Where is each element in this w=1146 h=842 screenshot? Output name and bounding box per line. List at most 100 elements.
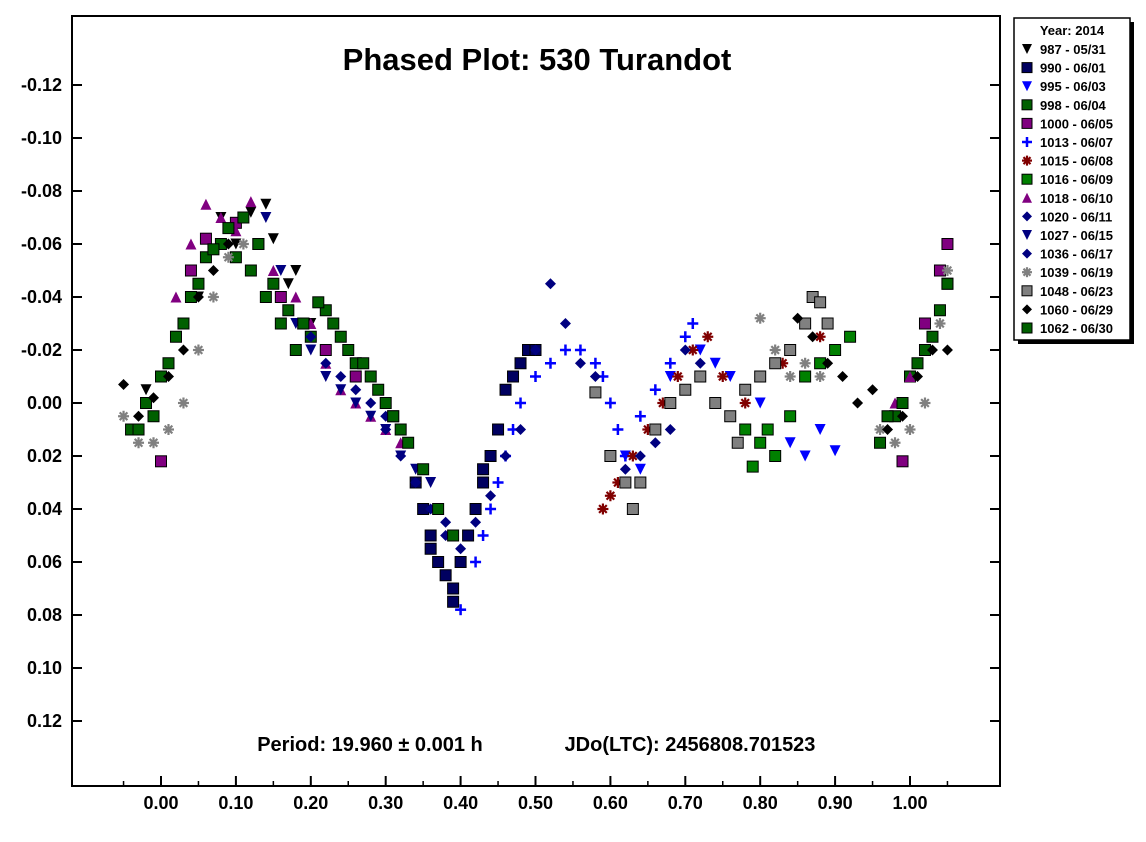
data-point	[148, 437, 160, 449]
y-tick-label: -0.12	[21, 75, 62, 95]
data-point	[799, 357, 811, 369]
series-14	[589, 291, 834, 515]
data-point	[589, 386, 602, 399]
chart-title: Phased Plot: 530 Turandot	[343, 42, 732, 77]
legend-marker	[1021, 322, 1033, 334]
legend-marker	[1022, 230, 1032, 240]
series-12	[305, 331, 601, 555]
data-point	[410, 477, 422, 488]
y-tick-label: 0.06	[27, 552, 62, 572]
data-point	[761, 423, 774, 436]
data-point	[896, 455, 909, 468]
data-point	[821, 317, 834, 330]
data-point	[709, 397, 722, 409]
data-point	[604, 490, 616, 502]
legend-marker	[1022, 304, 1032, 315]
data-point	[664, 424, 676, 435]
legend-marker	[1022, 267, 1032, 278]
data-point	[207, 291, 219, 303]
data-point	[837, 371, 849, 382]
data-point	[941, 277, 954, 290]
legend-title: Year: 2014	[1040, 23, 1105, 38]
data-point	[687, 318, 699, 329]
data-point	[424, 529, 437, 542]
data-point	[574, 344, 586, 356]
data-point	[926, 344, 938, 356]
data-point	[769, 357, 782, 370]
data-point	[455, 543, 467, 555]
data-point	[799, 450, 811, 462]
legend-marker	[1022, 155, 1032, 166]
y-tick-label: 0.08	[27, 605, 62, 625]
legend-item-label: 995 - 06/03	[1040, 79, 1106, 94]
data-point	[342, 344, 355, 356]
data-point	[530, 371, 541, 382]
series-15	[118, 238, 953, 435]
data-point	[904, 424, 916, 435]
data-point	[515, 397, 527, 409]
data-point	[222, 251, 234, 263]
x-tick-label: 0.90	[818, 793, 853, 813]
data-point	[500, 450, 512, 462]
data-point	[319, 304, 332, 317]
data-point	[312, 296, 325, 309]
data-point	[147, 410, 160, 423]
data-point	[679, 331, 691, 343]
legend-item-label: 1018 - 06/10	[1040, 191, 1113, 206]
data-point	[904, 371, 916, 382]
data-point	[335, 371, 347, 382]
legend-item-label: 1039 - 06/19	[1040, 265, 1113, 280]
data-point	[387, 410, 400, 423]
data-point	[177, 344, 189, 356]
legend-item-label: 1062 - 06/30	[1040, 321, 1113, 336]
data-point	[634, 450, 646, 462]
period-annotation: Period: 19.960 ± 0.001 h	[257, 734, 483, 756]
data-point	[275, 265, 287, 276]
data-point	[739, 423, 752, 436]
data-point	[664, 371, 676, 382]
data-point	[335, 384, 347, 396]
data-point	[889, 437, 901, 449]
legend-item-label: 1060 - 06/29	[1040, 302, 1113, 317]
data-point	[425, 477, 437, 488]
data-point	[357, 357, 370, 370]
data-point	[424, 542, 437, 555]
data-point	[132, 423, 145, 436]
x-tick-label: 0.10	[218, 793, 253, 813]
series-16	[132, 211, 954, 542]
data-point	[380, 424, 392, 435]
data-point	[349, 370, 362, 383]
legend-item-label: 1015 - 06/08	[1040, 154, 1113, 169]
data-point	[365, 397, 377, 409]
data-point	[822, 357, 834, 369]
data-point	[484, 450, 497, 462]
data-point	[118, 410, 130, 422]
data-point	[731, 436, 744, 449]
data-point	[267, 265, 279, 276]
data-point	[507, 370, 520, 383]
data-point	[417, 463, 430, 476]
y-tick-label: 0.10	[27, 658, 62, 678]
data-point	[447, 595, 460, 608]
data-point	[626, 503, 639, 515]
data-point	[799, 370, 812, 383]
data-point	[334, 330, 347, 343]
data-point	[469, 503, 482, 515]
data-point	[185, 238, 197, 250]
data-point	[664, 397, 677, 409]
data-point	[597, 503, 609, 515]
x-axis: 0.00 0.10 0.20 0.30 0.40 0.50 0.60 0.70 0.80 0.90…	[122, 776, 949, 813]
data-point	[237, 238, 249, 250]
data-marks	[118, 196, 954, 616]
series-8	[739, 330, 857, 473]
data-point	[784, 371, 796, 382]
data-point	[274, 291, 287, 303]
legend-marker	[1022, 248, 1032, 259]
data-point	[402, 436, 415, 449]
data-point	[222, 238, 234, 250]
data-point	[350, 397, 362, 409]
data-point	[852, 397, 864, 409]
data-point	[454, 556, 467, 568]
